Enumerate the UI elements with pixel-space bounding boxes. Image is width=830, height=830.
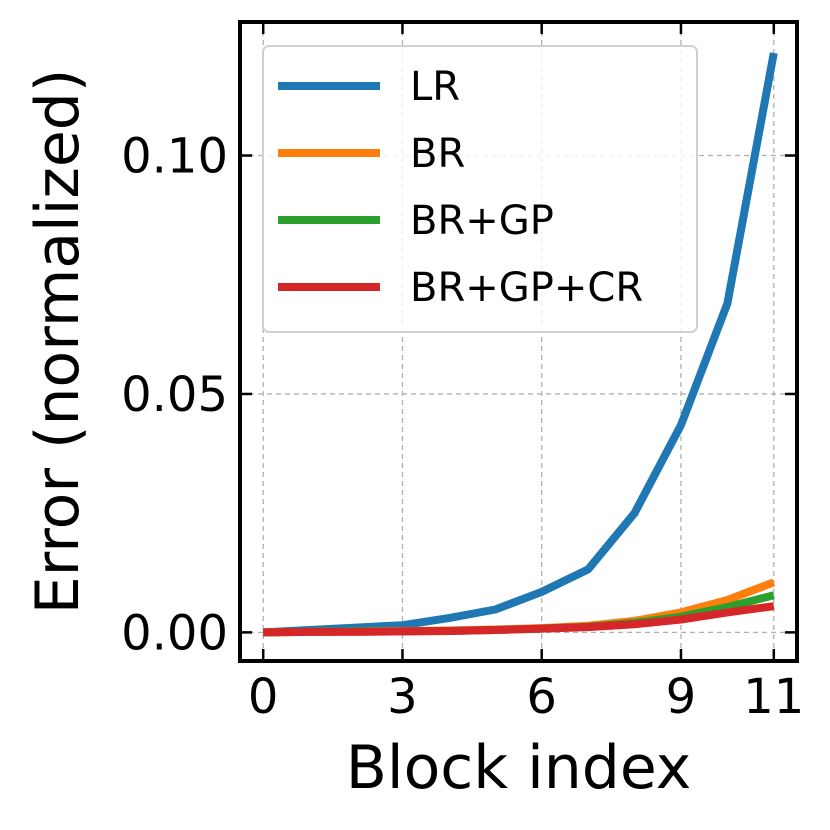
series-line-br-gp-cr (263, 602, 775, 637)
axes-frame (238, 20, 799, 663)
legend-label: LR (410, 64, 460, 110)
x-tick-label: 0 (248, 669, 279, 725)
x-tick-label: 6 (526, 669, 557, 725)
x-tick-label: 11 (743, 669, 804, 725)
y-tick-label: 0.00 (121, 605, 228, 661)
y-tick-label: 0.05 (121, 367, 228, 423)
x-tick-label: 9 (666, 669, 697, 725)
legend-label: BR (410, 131, 465, 177)
x-axis-title: Block index (346, 733, 692, 803)
legend: LR BR BR+GP BR+GP+CR (262, 45, 698, 333)
legend-label: BR+GP (410, 198, 554, 244)
ticks: 0 3 6 9 11 0.00 0.05 0.10 (121, 22, 804, 725)
legend-label: BR+GP+CR (410, 265, 643, 311)
x-tick-label: 3 (387, 669, 418, 725)
y-tick-label: 0.10 (121, 129, 228, 185)
legend-box (262, 45, 698, 333)
series-lines (262, 52, 778, 637)
y-axis-title: Error (normalized) (23, 69, 93, 615)
